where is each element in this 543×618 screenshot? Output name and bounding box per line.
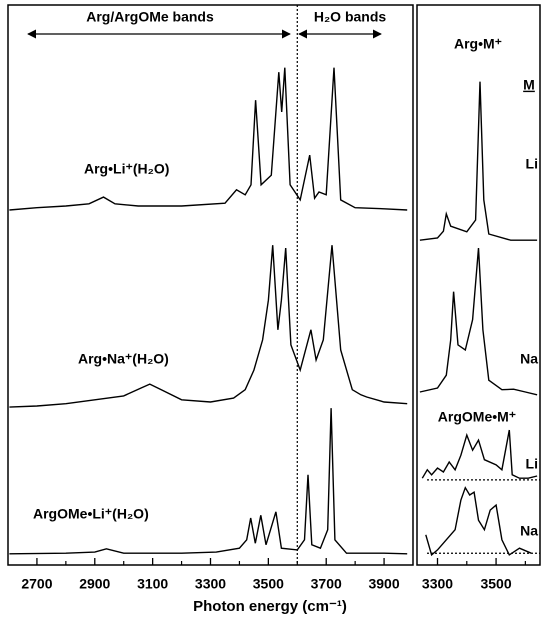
spectrum-line — [9, 67, 408, 211]
annotation: H₂O bands — [314, 9, 387, 25]
series-label: ArgOMe•Li⁺(H₂O) — [33, 506, 149, 522]
left-frame — [7, 4, 414, 566]
x-tick-label: 3900 — [368, 576, 399, 592]
spectrum-line — [9, 245, 408, 408]
x-tick-label: 3100 — [137, 576, 168, 592]
x-tick-label: 2700 — [21, 576, 52, 592]
x-tick-label: 3500 — [480, 576, 511, 592]
series-label: Li — [526, 156, 538, 172]
x-tick-label: 3700 — [311, 576, 342, 592]
x-tick-label: 2900 — [79, 576, 110, 592]
legend-header: M — [523, 77, 535, 93]
series-label: Na — [520, 351, 538, 367]
x-tick-label: 3300 — [422, 576, 453, 592]
spectrum-line — [9, 408, 408, 555]
x-axis-label: Photon energy (cm⁻¹) — [193, 598, 347, 615]
right-frame — [416, 4, 541, 566]
spectrum-line — [421, 429, 538, 479]
x-tick-label: 3300 — [195, 576, 226, 592]
series-label: Na — [520, 523, 538, 539]
spectrum-line — [419, 247, 538, 396]
annotation: Arg/ArgOMe bands — [86, 9, 214, 25]
panel-subtitle: ArgOMe•M⁺ — [438, 409, 516, 425]
series-label: Li — [526, 456, 538, 472]
panel-title: Arg•M⁺ — [454, 36, 502, 52]
spectrum-line — [425, 486, 532, 557]
series-label: Arg•Li⁺(H₂O) — [84, 161, 169, 177]
spectrum-line — [419, 81, 538, 241]
x-tick-label: 3500 — [253, 576, 284, 592]
series-label: Arg•Na⁺(H₂O) — [78, 351, 169, 367]
